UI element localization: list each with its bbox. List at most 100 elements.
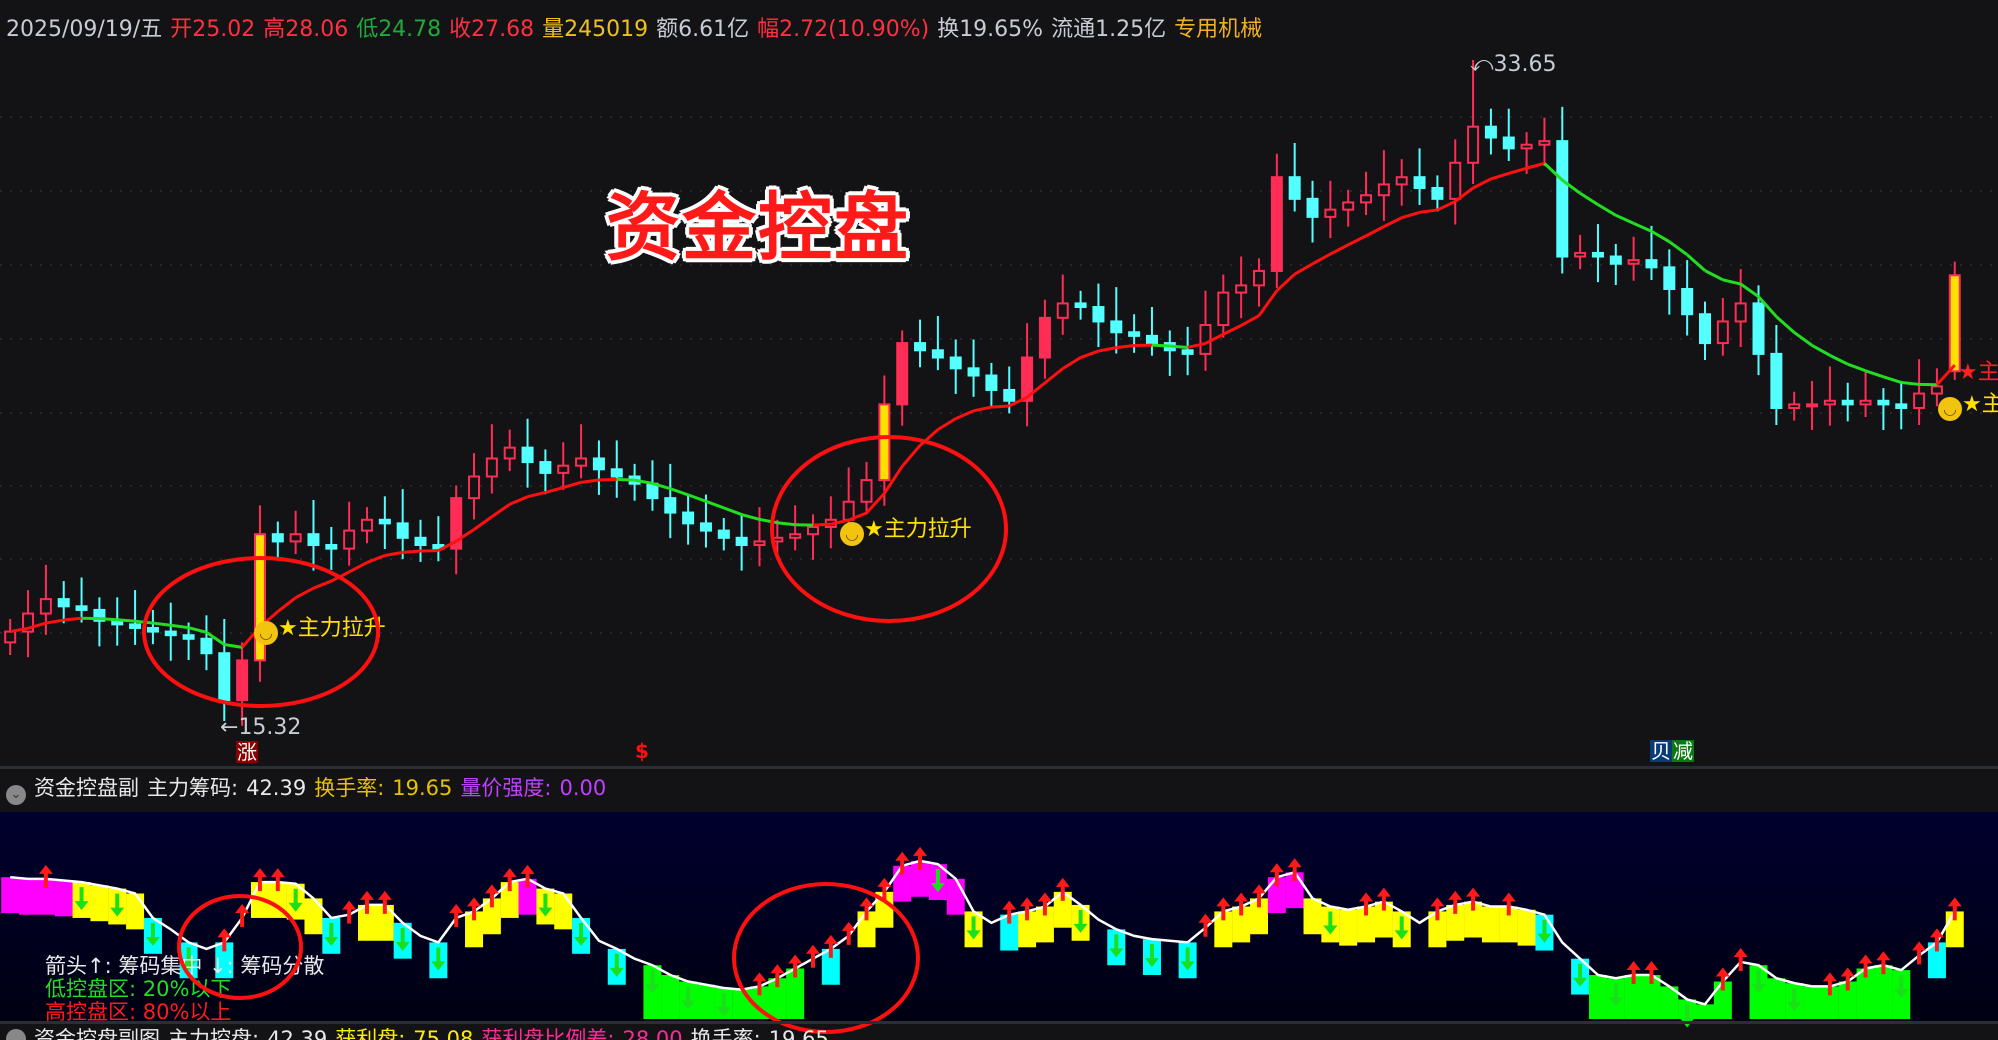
candle-body — [1841, 399, 1854, 406]
candle-body — [378, 518, 391, 525]
chip-value: 42.39 — [246, 776, 307, 800]
trend-line-segment — [1775, 315, 1796, 334]
candlestick-chart[interactable] — [0, 0, 1998, 770]
candle-body — [1484, 125, 1497, 139]
candle-body — [931, 349, 944, 359]
trend-line-segment — [1043, 367, 1064, 385]
candle-body — [521, 446, 534, 464]
trend-line-segment — [1187, 341, 1206, 349]
candle-body — [1877, 399, 1890, 406]
candle-body — [343, 529, 356, 550]
trend-line-segment — [669, 487, 689, 497]
candle-body — [807, 525, 819, 536]
candle-body — [450, 497, 463, 550]
trend-line-segment — [1311, 252, 1332, 266]
trend-line-segment — [473, 515, 493, 531]
close-price: 收27.68 — [449, 17, 535, 42]
trend-line-segment — [1419, 208, 1438, 214]
candle-body — [200, 637, 213, 655]
trend-line-segment — [63, 616, 82, 622]
trend-line-segment — [1882, 375, 1902, 384]
candle-body — [1948, 274, 1961, 373]
trend-line-segment — [1901, 380, 1920, 386]
candle-body — [1003, 388, 1016, 402]
candle-body — [164, 630, 177, 637]
trend-line-segment — [1597, 203, 1617, 217]
trend-line-segment — [723, 506, 743, 516]
candle-body — [1770, 352, 1783, 409]
turnover: 换19.65% — [937, 17, 1044, 42]
candle-body — [414, 536, 427, 547]
candle-body — [717, 529, 730, 539]
candle-body — [1288, 176, 1301, 200]
candle-body — [1806, 403, 1819, 408]
candle-body — [1092, 306, 1105, 323]
trend-line-segment — [1686, 253, 1706, 272]
trend-line-segment — [1169, 344, 1188, 349]
candle-body — [1645, 259, 1658, 269]
trend-line-segment — [1935, 364, 1956, 386]
low-price: 低24.78 — [356, 17, 442, 42]
candle-body — [289, 533, 302, 543]
trend-line-segment — [1365, 225, 1385, 238]
indicator-name[interactable]: 资金控盘副 — [34, 776, 139, 800]
candle-body — [575, 457, 588, 467]
trend-line-segment — [759, 517, 778, 525]
collapse-chevron-icon[interactable] — [6, 1029, 26, 1040]
trend-line-segment — [1454, 186, 1474, 203]
trend-line-segment — [402, 549, 421, 554]
candle-body — [182, 634, 195, 640]
trend-line-segment — [652, 481, 671, 491]
trend-line-segment — [991, 404, 1010, 409]
candle-body — [93, 608, 106, 622]
open-price: 开25.02 — [170, 17, 256, 42]
trend-line-segment — [1793, 331, 1813, 347]
trend-line-segment — [705, 499, 725, 510]
signal-main-lift-3: ◡ ★主 — [1938, 386, 1998, 421]
trend-line-segment — [27, 621, 47, 630]
trend-line-segment — [1116, 344, 1135, 350]
candle-body — [4, 630, 17, 644]
candle-body — [1556, 140, 1569, 258]
pane-separator-2[interactable] — [0, 1021, 1998, 1024]
trend-line-segment — [455, 528, 475, 543]
candle-body — [1377, 183, 1390, 197]
trend-line-segment — [1401, 210, 1420, 220]
candle-body — [789, 533, 802, 539]
candle-body — [57, 598, 70, 608]
trend-line-segment — [1561, 178, 1582, 195]
candle-body — [610, 468, 623, 478]
trend-line-segment — [312, 579, 332, 590]
badge-dollar: $ — [635, 739, 649, 763]
badge-jian: 减 — [1672, 739, 1694, 763]
pane-separator[interactable] — [0, 766, 1998, 769]
trend-line-segment — [1615, 213, 1635, 225]
badge-bei: 贝 — [1650, 739, 1672, 763]
trend-line-segment — [1026, 381, 1046, 399]
trend-line-segment — [1008, 395, 1028, 408]
trend-line-segment — [973, 405, 992, 413]
trend-line-segment — [1204, 332, 1225, 345]
trend-line-segment — [1811, 344, 1831, 357]
candle-body — [361, 518, 373, 532]
candle-body — [1467, 125, 1480, 164]
trend-line-segment — [1098, 346, 1117, 353]
candle-body — [1181, 349, 1194, 355]
trend-line-segment — [1865, 369, 1884, 379]
collapse-chevron-icon[interactable]: ⌄ — [6, 785, 26, 805]
candle-body — [1752, 302, 1765, 355]
candle-body — [307, 533, 320, 547]
trend-line-segment — [491, 503, 511, 518]
trend-line-segment — [545, 486, 564, 494]
candle-body — [325, 544, 338, 550]
trend-line-segment — [919, 428, 939, 447]
candle-body — [753, 540, 766, 547]
candle-body — [1859, 399, 1872, 406]
candle-body — [1145, 334, 1158, 345]
candle-body — [1306, 197, 1319, 218]
candle-body — [1110, 320, 1123, 334]
industry[interactable]: 专用机械 — [1174, 17, 1263, 42]
candle-body — [860, 479, 873, 503]
candle-body — [1930, 385, 1943, 395]
candle-body — [985, 374, 998, 391]
